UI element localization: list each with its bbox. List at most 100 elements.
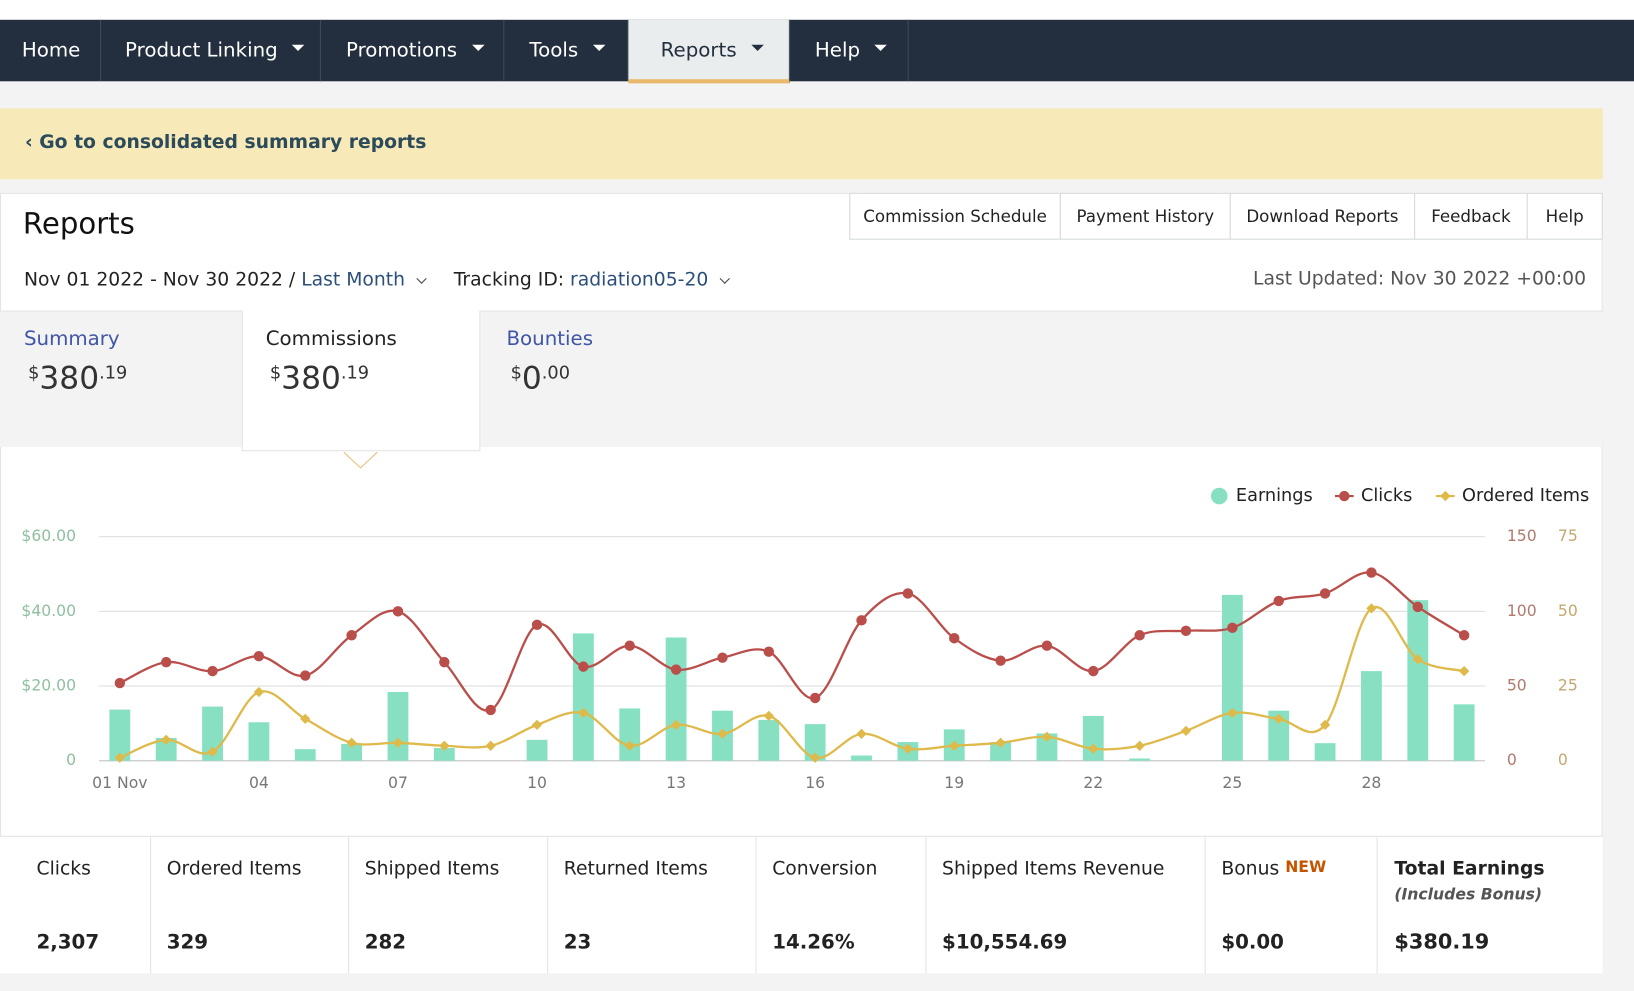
point: [1134, 630, 1145, 641]
line: [119, 605, 1465, 759]
nav-item[interactable]: Help: [790, 19, 909, 82]
point: [160, 656, 172, 668]
bar: [1407, 600, 1429, 761]
header-link[interactable]: Feedback: [1414, 192, 1528, 240]
point: [1180, 725, 1192, 737]
stat-label: Shipped Items: [364, 857, 500, 880]
bar: [804, 724, 826, 761]
tab-amount: $380.19: [28, 361, 127, 397]
nav-label[interactable]: Home: [21, 38, 81, 62]
tab-name[interactable]: Summary: [23, 327, 120, 351]
stat-label: Shipped Items Revenue: [942, 857, 1165, 880]
point: [253, 650, 265, 662]
stat-label: Returned Items: [563, 857, 708, 880]
stat: Shipped Items 282: [349, 836, 549, 974]
last-updated: Last Updated: Nov 30 2022 +00:00: [1253, 267, 1587, 290]
stat-label: Clicks: [36, 857, 91, 880]
tab-pointer: [343, 451, 378, 469]
caret: [874, 44, 888, 51]
x-tick-label: 16: [805, 773, 825, 792]
header-link[interactable]: Help: [1526, 192, 1603, 240]
point: [578, 707, 589, 719]
point: [439, 656, 450, 668]
point: [1412, 653, 1423, 665]
y2-tick-label: 100: [1507, 601, 1537, 620]
point: [392, 737, 404, 748]
tab-name[interactable]: Bounties: [506, 327, 594, 351]
legend-swatch: [1339, 490, 1350, 502]
header-link[interactable]: Download Reports: [1229, 192, 1416, 240]
stat-value: 14.26%: [772, 930, 855, 954]
tracking-select[interactable]: radiation05-20: [570, 268, 709, 291]
stat: Bonus NEW $0.00: [1206, 836, 1378, 974]
nav-item[interactable]: Product Linking: [101, 19, 321, 82]
tab[interactable]: Summary $380.19: [24, 311, 232, 446]
nav-label[interactable]: Reports: [660, 38, 737, 62]
stats-row: Clicks 2,307 Ordered Items 329 Shipped Ite…: [0, 835, 1603, 974]
y2-tick-label: 150: [1507, 526, 1537, 545]
nav-label[interactable]: Product Linking: [125, 38, 278, 62]
nav-bar: Home Product Linking Promotions Tools Re…: [0, 19, 1634, 84]
nav-label[interactable]: Tools: [529, 38, 579, 62]
nav-item[interactable]: Tools: [504, 19, 629, 82]
stat-note: (Includes Bonus): [1394, 884, 1543, 904]
bar: [665, 637, 687, 761]
bar: [248, 722, 270, 761]
header-link[interactable]: Commission Schedule: [849, 192, 1061, 240]
stat-value: 23: [563, 930, 592, 954]
y-tick-label: $60.00: [21, 526, 76, 545]
point: [949, 633, 960, 644]
stat-value: 2,307: [36, 930, 100, 954]
tab-amount: $0.00: [511, 361, 570, 397]
caret: [292, 44, 305, 51]
legend-label: Earnings: [1236, 486, 1313, 506]
tab[interactable]: Bounties $0.00: [506, 311, 714, 446]
top-strip: [0, 0, 1634, 20]
point: [902, 588, 914, 599]
nav-label[interactable]: Promotions: [345, 38, 458, 62]
tab-name[interactable]: Commissions: [265, 327, 397, 351]
stat-label: Bonus: [1221, 857, 1280, 880]
bar: [758, 720, 780, 761]
legend-swatch: [1440, 490, 1451, 502]
tab-amount: $380.19: [270, 361, 369, 397]
header-link[interactable]: Payment History: [1059, 192, 1231, 240]
bar: [1082, 715, 1104, 761]
point: [1180, 625, 1192, 636]
point: [1227, 707, 1238, 719]
legend-swatch: [1210, 487, 1228, 505]
bar: [1314, 743, 1336, 761]
point: [1366, 567, 1377, 578]
point: [1458, 665, 1470, 677]
point: [1088, 743, 1099, 754]
y2-tick-label: 0: [1507, 750, 1517, 769]
point: [1088, 665, 1099, 677]
stat-value: $380.19: [1394, 928, 1490, 954]
bar: [387, 692, 409, 761]
tab-selected[interactable]: Commissions $380.19: [241, 310, 481, 452]
nav-label[interactable]: Help: [814, 38, 861, 62]
currency: $: [510, 362, 522, 384]
stat-value: $0.00: [1221, 930, 1284, 954]
banner-link[interactable]: ‹ Go to consolidated summary reports: [25, 131, 427, 154]
point: [1366, 603, 1377, 614]
legend-label: Clicks: [1361, 486, 1412, 506]
bar: [1129, 758, 1151, 761]
stat: Total Earnings (Includes Bonus) $380.19: [1378, 837, 1603, 974]
caret: [471, 44, 485, 51]
point: [207, 665, 218, 677]
stat-value: 282: [364, 930, 407, 954]
point: [624, 640, 635, 651]
nav-item[interactable]: Reports: [628, 19, 790, 84]
y3-tick-label: 50: [1558, 601, 1578, 620]
amount-whole: 0: [521, 360, 542, 398]
period-select[interactable]: Last Month: [301, 268, 406, 291]
bar: [1453, 704, 1475, 761]
nav-item[interactable]: Home: [0, 19, 102, 82]
bar: [1268, 710, 1290, 761]
y-tick-label: $40.00: [21, 601, 76, 620]
bar: [155, 737, 177, 761]
point: [300, 670, 311, 681]
amount-cents: .00: [541, 362, 570, 384]
nav-item[interactable]: Promotions: [321, 19, 505, 82]
